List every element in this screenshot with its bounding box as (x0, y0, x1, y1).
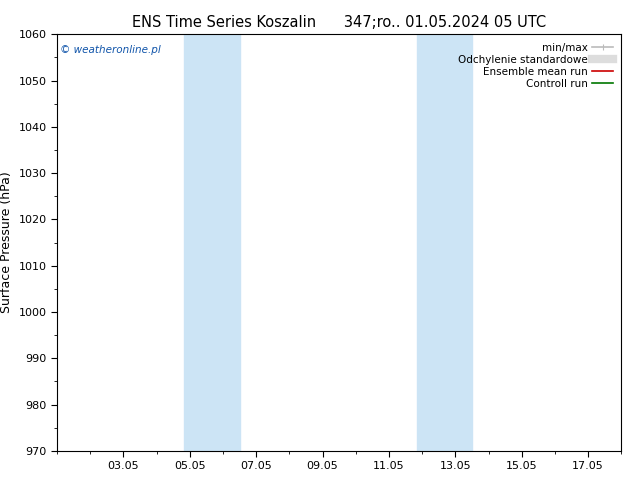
Legend: min/max, Odchylenie standardowe, Ensemble mean run, Controll run: min/max, Odchylenie standardowe, Ensembl… (455, 40, 616, 92)
Y-axis label: Surface Pressure (hPa): Surface Pressure (hPa) (0, 172, 13, 314)
Text: © weatheronline.pl: © weatheronline.pl (60, 45, 160, 55)
Bar (417, 34, 472, 451)
Title: ENS Time Series Koszalin      347;ro.. 01.05.2024 05 UTC: ENS Time Series Koszalin 347;ro.. 01.05.… (132, 15, 547, 30)
Bar (184, 34, 240, 451)
